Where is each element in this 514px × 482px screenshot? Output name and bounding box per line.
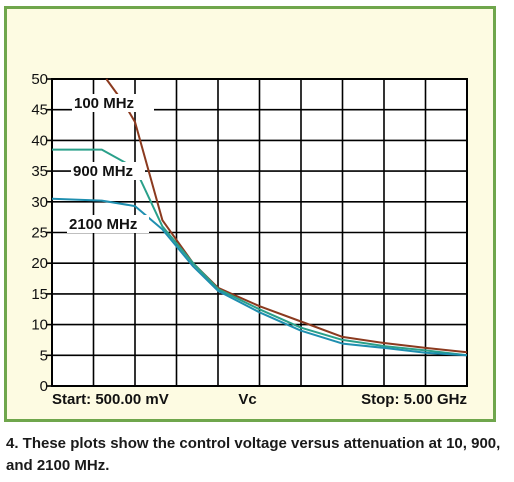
series-label: 2100 MHz — [69, 216, 137, 233]
series-label-bg — [72, 94, 154, 112]
series-label-bg — [71, 162, 145, 180]
series-line-2100-mhz — [51, 197, 468, 357]
figure-caption: 4. These plots show the control voltage … — [6, 435, 501, 474]
series-label: 100 MHz — [74, 95, 134, 112]
y-tick-label: 50 — [31, 71, 48, 88]
y-tick-label: 45 — [31, 102, 48, 119]
series-line-100-mhz — [105, 78, 468, 354]
x-stop-label: Stop: 5.00 GHz — [361, 391, 467, 408]
x-axis-label: Vc — [238, 391, 256, 408]
y-tick-label: 15 — [31, 286, 48, 303]
y-tick-label: 0 — [40, 378, 48, 395]
series-label: 900 MHz — [73, 163, 133, 180]
chart: 0 5 10 15 20 25 30 35 40 45 50 100 MHz 900 MHz 2100 M… — [31, 71, 468, 408]
y-tick-label: 10 — [31, 317, 48, 334]
y-tick-label: 30 — [31, 194, 48, 211]
y-tick-label: 20 — [31, 255, 48, 272]
y-tick-label: 40 — [31, 132, 48, 149]
plot-border — [51, 78, 468, 387]
series-label-bg — [67, 215, 149, 233]
x-start-label: Start: 500.00 mV — [52, 391, 169, 408]
y-tick-label: 5 — [40, 347, 48, 364]
y-tick-label: 35 — [31, 163, 48, 180]
y-tick-label: 25 — [31, 225, 48, 242]
